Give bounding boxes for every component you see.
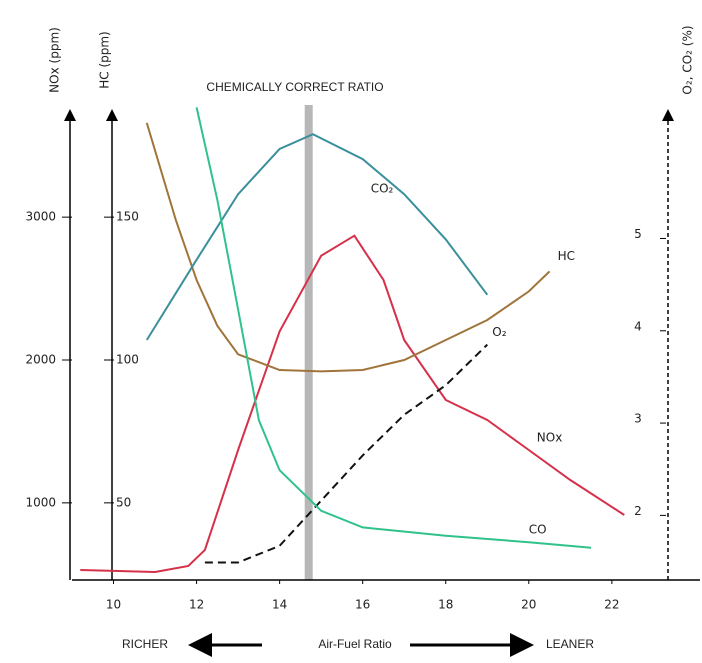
y2-axis-label: HC (ppm) <box>98 31 112 89</box>
left-note: RICHER <box>122 637 168 651</box>
y-axis-label: NOx (ppm) <box>48 27 62 93</box>
series-label: O₂ <box>492 325 506 339</box>
x-tick-label: 16 <box>355 598 370 612</box>
y2-tick-label: 100 <box>116 353 139 367</box>
right-note: LEANER <box>546 637 594 651</box>
series-line <box>145 122 551 373</box>
y-tick-label: 1000 <box>25 495 56 509</box>
y-tick-label: 2000 <box>25 353 56 367</box>
y3-tick-label: 4 <box>634 319 642 333</box>
series-label: HC <box>558 249 575 263</box>
series-label: CO <box>529 523 547 537</box>
series-line <box>204 343 488 564</box>
series-line <box>195 107 592 549</box>
y-tick-label: 3000 <box>25 210 56 224</box>
chart-title: CHEMICALLY CORRECT RATIO <box>206 80 383 94</box>
x-tick-label: 22 <box>604 598 619 612</box>
y3-axis-label: O₂, CO₂ (%) <box>681 25 695 94</box>
x-tick-label: 12 <box>189 598 204 612</box>
y3-tick-label: 3 <box>634 412 642 426</box>
x-tick-label: 10 <box>106 598 121 612</box>
y3-tick-label: 2 <box>634 504 642 518</box>
x-tick-label: 18 <box>438 598 453 612</box>
x-axis-label: Air-Fuel Ratio <box>318 637 392 651</box>
y2-tick-label: 150 <box>116 210 139 224</box>
y3-tick-label: 5 <box>634 227 642 241</box>
series-label: NOx <box>537 431 563 445</box>
x-tick-label: 14 <box>272 598 287 612</box>
y2-tick-label: 50 <box>116 495 131 509</box>
series-label: CO₂ <box>371 182 394 196</box>
series-line <box>80 234 625 574</box>
series-line <box>145 133 489 341</box>
x-tick-label: 20 <box>521 598 536 612</box>
